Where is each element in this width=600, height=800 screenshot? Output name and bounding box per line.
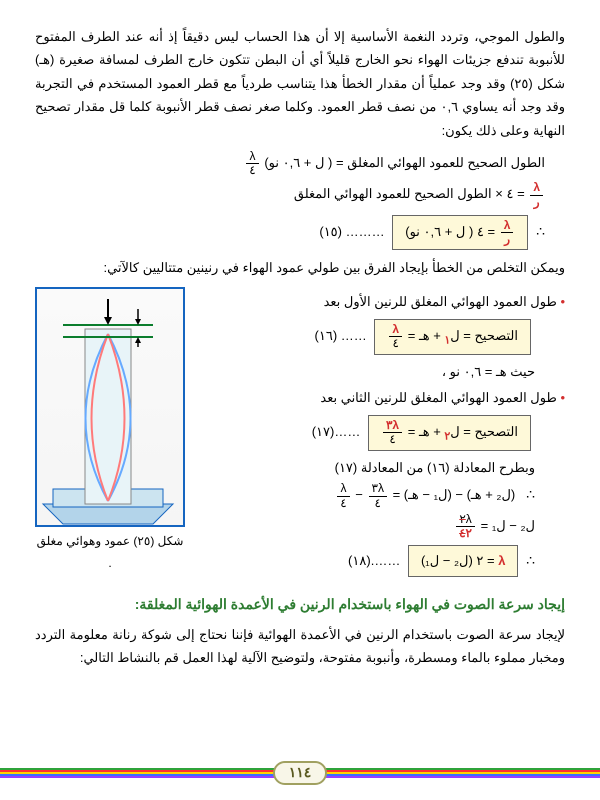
eq-15-row: ∴ λر = ٤ ( ل + ٠,٦ نو) ……… (١٥) — [35, 213, 565, 252]
where-line: حيث هـ = ٠,٦ نو ، — [197, 360, 565, 383]
section-title: إيجاد سرعة الصوت في الهواء باستخدام الرن… — [35, 592, 565, 617]
subtract-line: وبطرح المعادلة (١٦) من المعادلة (١٧) — [197, 456, 565, 479]
figure-caption: شكل (٢٥) عمود وهوائي مغلق . — [35, 531, 185, 574]
calc-line-1: الطول الصحيح للعمود الهوائي المغلق = ( ل… — [35, 150, 565, 177]
formula-box-17: التصحيح = ل٢ + هـ = ٣λ٤ — [368, 415, 531, 451]
eq-17-row: التصحيح = ل٢ + هـ = ٣λ٤ ……(١٧) — [197, 413, 565, 453]
eq-18-row: ∴ λ = ٢ (ل₂ − ل₁) …….(١٨) — [197, 543, 565, 578]
transition-text: ويمكن التخلص من الخطأ بإيجاد الفرق بين ط… — [35, 256, 565, 279]
derivation-2: ل₂ − ل₁ = ٢λ٤٢ — [197, 513, 565, 540]
figure-25 — [35, 287, 185, 527]
derivation-1: ∴ (ل₂ + هـ) − (ل₁ − هـ) = ٣λ٤ − λ٤ — [197, 482, 565, 509]
formula-box-16: التصحيح = ل١ + هـ = λ٤ — [374, 319, 531, 355]
calc-line-2: λر = ٤ × الطول الصحيح للعمود الهوائي الم… — [35, 181, 565, 208]
section-body: لإيجاد سرعة الصوت باستخدام الرنين في الأ… — [35, 623, 565, 670]
page-number: ١١٤ — [273, 761, 327, 785]
figure-column: شكل (٢٥) عمود وهوائي مغلق . — [35, 287, 185, 581]
formula-box-15: λر = ٤ ( ل + ٠,٦ نو) — [392, 215, 528, 250]
formula-box-18: λ = ٢ (ل₂ − ل₁) — [408, 545, 519, 576]
footer-band: ١١٤ — [0, 760, 600, 786]
resonance-1-head: • طول العمود الهوائي المغلق للرنين الأول… — [197, 290, 565, 313]
eq-16-row: التصحيح = ل١ + هـ = λ٤ …… (١٦) — [197, 317, 565, 357]
equations-column: • طول العمود الهوائي المغلق للرنين الأول… — [197, 287, 565, 581]
intro-paragraph: والطول الموجي، وتردد النغمة الأساسية إلا… — [35, 25, 565, 142]
resonance-2-head: • طول العمود الهوائي المغلق للرنين الثان… — [197, 386, 565, 409]
